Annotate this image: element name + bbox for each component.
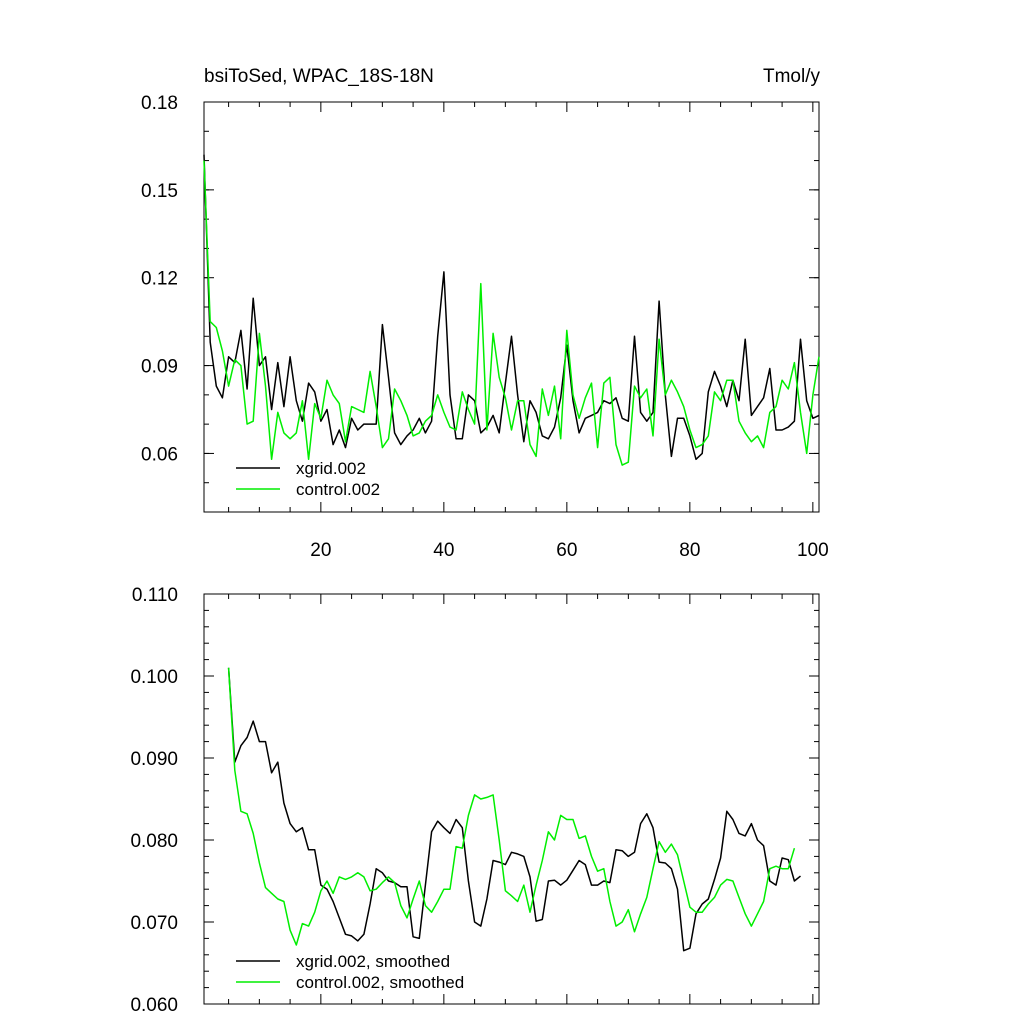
top-plot-frame — [203, 101, 820, 513]
units-label: Tmol/y — [763, 66, 821, 87]
y-tick-label: 0.100 — [130, 667, 178, 688]
series-line-control-002-smoothed — [227, 667, 796, 946]
top-legend: xgrid.002 control.002 — [236, 459, 380, 499]
chart-title: bsiToSed, WPAC_18S-18N — [204, 66, 434, 87]
legend-label-control-smoothed: control.002, smoothed — [296, 973, 464, 992]
top-ticks: 0.06 0.09 0.12 0.15 0.18 20 40 60 80 100 — [141, 93, 829, 561]
y-tick-label: 0.09 — [141, 357, 178, 378]
bottom-panel: 0.060 0.070 0.080 0.090 0.100 0.110 xgrid.002… — [130, 585, 820, 1016]
legend-label-control: control.002 — [296, 480, 380, 499]
y-tick-label: 0.070 — [130, 913, 178, 934]
top-series — [203, 154, 820, 466]
x-tick-label: 20 — [310, 540, 331, 561]
y-tick-label: 0.06 — [141, 444, 178, 465]
legend-label-xgrid: xgrid.002 — [296, 459, 366, 478]
bottom-ticks: 0.060 0.070 0.080 0.090 0.100 0.110 — [130, 585, 819, 1016]
y-tick-label: 0.18 — [141, 93, 178, 114]
y-tick-label: 0.060 — [130, 995, 178, 1016]
bottom-legend: xgrid.002, smoothed control.002, smoothe… — [236, 952, 464, 992]
y-tick-label: 0.15 — [141, 181, 178, 202]
series-line-xgrid-002 — [203, 154, 820, 461]
x-tick-label: 100 — [797, 540, 829, 561]
top-panel: bsiToSed, WPAC_18S-18N Tmol/y 0.060.090.… — [141, 66, 829, 561]
bottom-series — [227, 667, 801, 952]
y-tick-label: 0.110 — [132, 585, 178, 606]
y-tick-label: 0.080 — [130, 831, 178, 852]
series-line-xgrid-002-smoothed — [227, 667, 801, 952]
x-tick-label: 40 — [433, 540, 454, 561]
x-tick-label: 80 — [679, 540, 700, 561]
y-tick-label: 0.090 — [130, 749, 178, 770]
bottom-plot-frame — [203, 593, 820, 1005]
y-tick-label: 0.12 — [141, 269, 178, 290]
x-tick-label: 60 — [556, 540, 577, 561]
legend-label-xgrid-smoothed: xgrid.002, smoothed — [296, 952, 450, 971]
series-line-control-002 — [203, 160, 820, 466]
